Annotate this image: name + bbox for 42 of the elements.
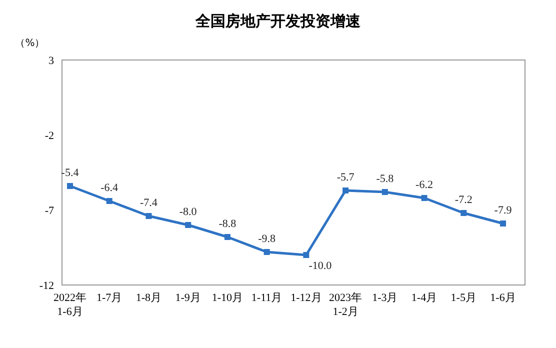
x-tick-label: 1-11月: [251, 292, 282, 304]
x-tick-label: 1-9月: [175, 292, 201, 304]
point: [106, 198, 112, 204]
point: [146, 213, 152, 219]
data-label: -8.8: [218, 218, 237, 230]
y-axis-title: （%）: [15, 38, 45, 49]
x-tick-label: 1-8月: [136, 292, 162, 304]
point: [67, 183, 73, 189]
x-tick-label: 2022年 1-6月: [54, 292, 86, 318]
x-tick-label: 1-4月: [411, 292, 438, 304]
point: [421, 195, 428, 201]
y-tick-label: -12: [39, 280, 54, 292]
data-label: -7.4: [140, 197, 158, 209]
point: [460, 210, 467, 216]
data-label: -5.4: [61, 167, 80, 179]
x-tick-label: 1-10月: [212, 292, 244, 304]
data-label: -7.9: [494, 204, 512, 216]
y-tick-label: 3: [48, 55, 54, 67]
data-label: -5.8: [376, 173, 394, 185]
point: [185, 222, 192, 228]
point: [303, 252, 310, 258]
data-label: -6.4: [100, 182, 119, 194]
data-label: -10.0: [308, 260, 332, 272]
point: [500, 220, 506, 226]
data-label: -6.2: [416, 179, 433, 191]
data-label: -9.8: [258, 233, 276, 245]
point: [382, 189, 388, 195]
data-label: -7.2: [454, 194, 472, 206]
x-tick-label: 1-12月: [290, 292, 322, 304]
x-tick-label: 1-3月: [372, 292, 398, 304]
point: [342, 188, 349, 194]
point: [264, 249, 270, 255]
y-tick-label: -2: [44, 130, 54, 142]
point: [224, 234, 230, 240]
data-label: -5.7: [336, 172, 355, 184]
x-tick-label: 2023年 1-2月: [329, 292, 362, 318]
chart-title: 全国房地产开发投资增速: [194, 12, 362, 30]
x-tick-label: 1-6月: [490, 292, 516, 304]
x-tick-label: 1-7月: [96, 292, 122, 304]
y-tick-label: -7: [44, 205, 54, 217]
x-tick-label: 1-5月: [450, 292, 476, 304]
data-label: -8.0: [179, 206, 198, 218]
